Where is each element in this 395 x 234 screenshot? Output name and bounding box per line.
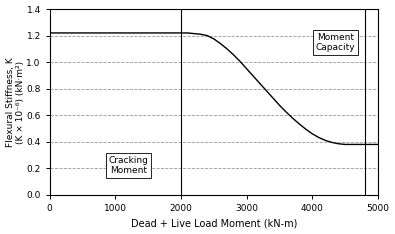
Text: Moment
Capacity: Moment Capacity: [316, 33, 355, 52]
Text: Cracking
Moment: Cracking Moment: [109, 156, 149, 175]
X-axis label: Dead + Live Load Moment (kN-m): Dead + Live Load Moment (kN-m): [131, 219, 297, 228]
Y-axis label: Flexural Stiffness, K
(K × 10⁻⁶) (kN·m²): Flexural Stiffness, K (K × 10⁻⁶) (kN·m²): [6, 57, 25, 147]
